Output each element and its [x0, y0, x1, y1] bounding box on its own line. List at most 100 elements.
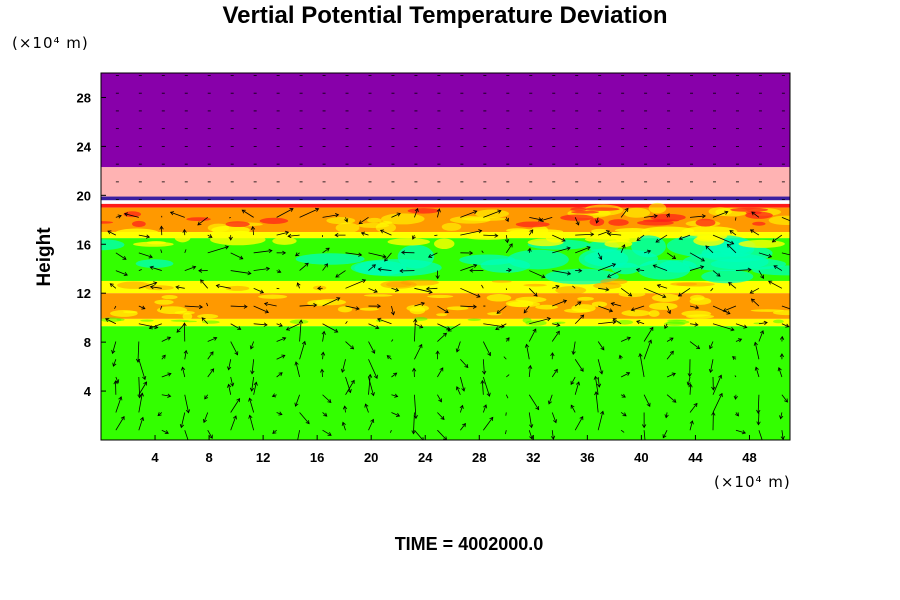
- wind-arrow-head: [197, 221, 202, 226]
- wind-arrow-head: [593, 375, 598, 380]
- wind-arrow-head: [442, 332, 447, 337]
- wind-arrow-head: [671, 255, 677, 260]
- patch: [387, 238, 431, 246]
- wind-arrow-head: [741, 430, 747, 435]
- wind-arrow: [754, 342, 760, 360]
- wind-arrow-head: [377, 267, 382, 272]
- wind-arrow-head: [553, 368, 558, 373]
- wind-arrow-head: [524, 343, 530, 348]
- wind-arrow: [781, 252, 790, 256]
- wind-arrow-head: [737, 338, 743, 343]
- wind-arrow-head: [425, 286, 430, 291]
- patch: [515, 221, 550, 228]
- patch: [560, 214, 594, 221]
- wind-arrow-head: [763, 320, 768, 326]
- wind-arrow: [428, 252, 438, 258]
- wind-arrow-head: [768, 280, 773, 285]
- wind-arrow: [734, 375, 737, 378]
- wind-arrow: [712, 211, 728, 218]
- wind-arrow-head: [711, 386, 716, 391]
- patch: [522, 317, 532, 323]
- wind-arrow-head: [653, 213, 658, 219]
- wind-arrow-head: [539, 218, 544, 223]
- wind-arrow-head: [665, 213, 670, 218]
- wind-arrow-head: [367, 373, 373, 378]
- wind-arrow-head: [440, 415, 445, 420]
- wind-arrow: [620, 244, 625, 253]
- wind-arrow: [253, 287, 264, 294]
- patch: [773, 319, 784, 324]
- wind-arrow: [230, 376, 234, 387]
- wind-arrow-head: [624, 207, 629, 212]
- wind-arrow-head: [455, 348, 460, 353]
- wind-arrow-head: [580, 314, 585, 319]
- wind-arrow-head: [282, 250, 287, 256]
- wind-arrow-head: [550, 435, 556, 440]
- y-axis-label: Height: [34, 227, 55, 287]
- wind-arrow-head: [141, 305, 146, 310]
- wind-arrow-head: [753, 341, 758, 346]
- wind-arrow: [574, 217, 580, 226]
- wind-arrow: [572, 285, 576, 289]
- wind-arrow: [574, 359, 584, 372]
- wind-arrow: [620, 372, 630, 378]
- wind-arrow: [170, 211, 185, 218]
- patch: [690, 294, 705, 301]
- wind-arrow-head: [694, 322, 699, 327]
- wind-arrow: [597, 411, 604, 431]
- y-tick-label: 28: [77, 90, 91, 105]
- wind-arrow: [712, 323, 734, 331]
- x-tick-label: 44: [688, 450, 703, 465]
- wind-arrow-head: [570, 380, 575, 386]
- wind-arrow-head: [626, 372, 631, 376]
- wind-arrow: [391, 394, 398, 397]
- wind-arrow-head: [566, 271, 572, 276]
- wind-arrow-head: [600, 410, 605, 415]
- wind-arrow: [778, 367, 783, 378]
- wind-arrow-head: [157, 412, 162, 417]
- wind-arrow-head: [652, 264, 657, 269]
- wind-arrow: [481, 284, 484, 289]
- patch: [272, 237, 297, 245]
- wind-arrow-head: [209, 351, 214, 356]
- wind-arrow: [161, 354, 166, 360]
- wind-arrow: [460, 305, 477, 308]
- wind-arrow-head: [662, 434, 667, 439]
- wind-arrow: [758, 322, 768, 325]
- wind-arrow: [184, 266, 196, 271]
- wind-arrow-head: [411, 430, 416, 435]
- wind-arrow-head: [556, 322, 561, 327]
- patch: [506, 228, 530, 233]
- wind-arrow-head: [115, 379, 120, 384]
- wind-arrow-head: [228, 236, 233, 241]
- wind-arrow-head: [289, 208, 294, 212]
- wind-arrow: [345, 321, 348, 325]
- wind-arrow-head: [117, 214, 122, 219]
- wind-arrow-head: [444, 309, 449, 314]
- wind-arrow: [115, 376, 119, 383]
- wind-arrow: [322, 429, 332, 436]
- wind-arrow-head: [175, 285, 180, 290]
- wind-arrow: [207, 430, 213, 439]
- wind-arrow: [295, 394, 300, 407]
- wind-arrow-head: [735, 412, 739, 417]
- color-bands: [101, 73, 790, 440]
- patch: [289, 319, 309, 324]
- wind-arrow-head: [370, 392, 375, 397]
- wind-arrow-head: [259, 289, 265, 294]
- wind-arrow-head: [278, 411, 283, 416]
- wind-arrow-head: [700, 265, 705, 270]
- wind-arrow: [529, 270, 546, 278]
- wind-arrow: [551, 430, 554, 440]
- wind-arrow: [772, 234, 783, 243]
- patch: [157, 306, 188, 315]
- patch: [446, 306, 469, 311]
- wind-arrow: [124, 213, 139, 218]
- wind-arrow: [345, 252, 362, 256]
- y-axis-ticks: 4 8 12 16 20 24 28: [77, 90, 106, 399]
- wind-arrow: [361, 232, 369, 236]
- wind-arrow-head: [414, 207, 419, 213]
- wind-arrow: [253, 305, 269, 313]
- wind-arrow-head: [209, 434, 213, 439]
- wind-arrow: [595, 391, 599, 413]
